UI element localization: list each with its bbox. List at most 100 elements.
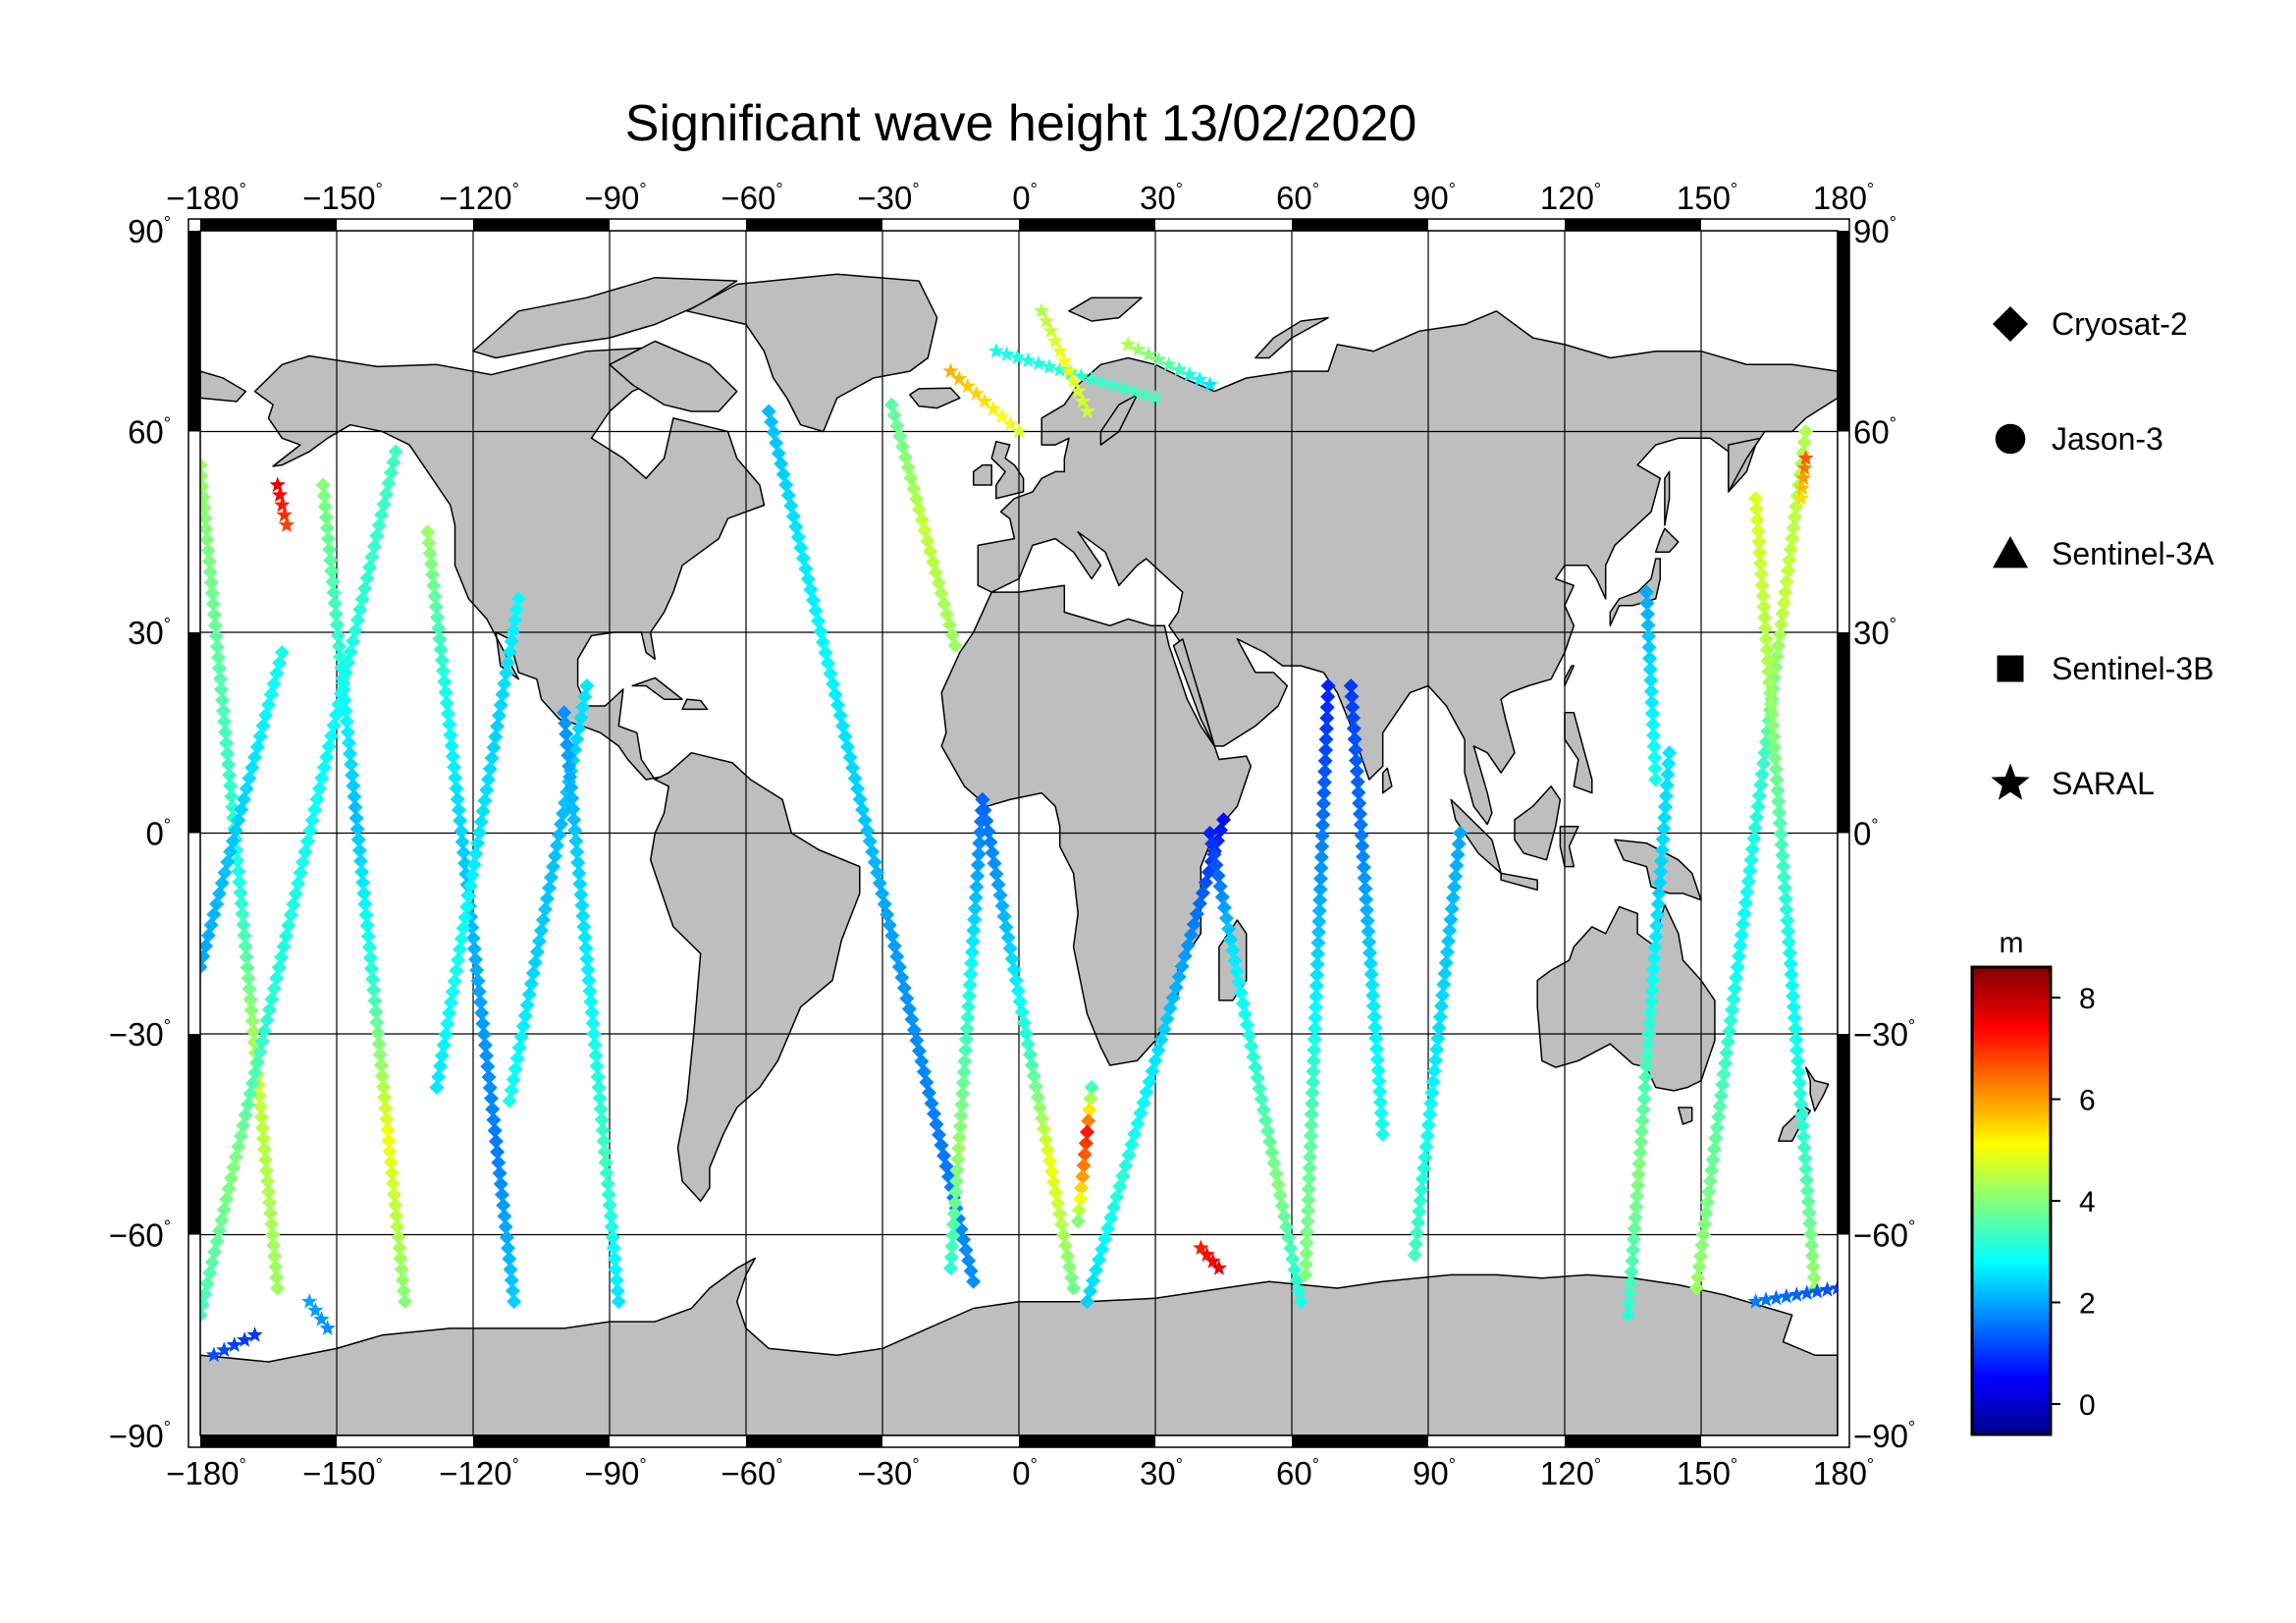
track-point [224,788,240,804]
track-point [278,928,294,944]
track-point [1082,1102,1097,1117]
track-point [498,1218,513,1234]
track-point [1642,662,1658,677]
track-point [442,717,457,732]
track-point [200,478,210,494]
track-point [1274,1198,1290,1214]
track-point [325,574,341,590]
land-sakhalin [1664,470,1671,526]
track-point [253,1109,269,1125]
track-point [1058,1238,1074,1254]
track-point [1642,1004,1658,1020]
track-point [903,470,919,486]
track-point [1281,1230,1297,1246]
frame-segment-bottom [746,1435,882,1447]
track-point [488,1133,504,1149]
track-point [1414,1182,1429,1198]
land-arabia-fix [1172,638,1215,747]
track-point [523,976,539,992]
track-point [201,554,217,569]
track-point [889,948,905,964]
track-point [1761,664,1777,679]
track-point [602,1198,617,1214]
track-point [269,970,285,986]
track-point [1808,1282,1826,1299]
track-point [1778,1287,1795,1304]
track-point [1192,895,1207,911]
lat-tick-label-right: 0° [1853,816,1879,852]
track-point [267,1248,283,1264]
track-point [919,1074,934,1090]
track-point [439,695,454,711]
track-point [1644,694,1660,710]
track-point [240,1097,256,1112]
track-point [962,977,978,993]
track-point [200,1275,215,1291]
track-point [200,500,212,515]
track-point [1189,906,1204,922]
track-point [324,564,340,579]
track-point [1121,1147,1137,1163]
track-point [493,697,508,713]
track-point [200,532,215,548]
track-point [1629,1199,1644,1215]
track-point [1801,1205,1817,1220]
track-point [214,875,230,891]
track-point [1450,847,1466,863]
track-point [444,738,459,754]
track-point [891,959,907,975]
track-point [319,1320,336,1335]
track-point [865,843,881,859]
land-south-america [649,751,861,1203]
track-point [778,477,794,493]
track-point [961,1253,977,1269]
track-point [1051,343,1068,358]
track-point [1766,729,1782,744]
frame-segment-top [746,219,882,231]
track-point [1786,989,1801,1004]
track-point [385,1175,400,1191]
track-point [347,622,363,638]
track-point [805,592,821,608]
track-point [587,1037,603,1053]
track-point [362,950,378,966]
track-point [1020,352,1037,368]
track-point [1266,1156,1282,1171]
track-point [1320,688,1336,704]
track-point [271,959,287,975]
track-point [1768,761,1784,777]
track-point [1038,312,1054,328]
track-point [1783,955,1798,971]
track-point [464,867,480,883]
track-point [963,1264,979,1279]
track-point [1722,1023,1737,1039]
track-point [563,780,579,795]
track-point [211,660,227,676]
track-point [1643,683,1659,699]
track-point [1829,1279,1838,1295]
track-point [780,487,796,503]
track-point [946,1206,962,1221]
lon-tick-label-bottom: 90° [1413,1455,1456,1491]
track-point [319,749,335,765]
track-point [1315,806,1331,822]
track-point [1198,875,1213,891]
track-point [1177,948,1193,964]
track-point [944,627,960,643]
track-point [421,535,437,551]
track-point [429,1080,445,1096]
track-point [254,1033,270,1049]
lon-tick-label-top: −180° [166,180,246,216]
track-point [934,1137,949,1153]
track-point [1306,1053,1321,1068]
track-point [504,633,519,649]
track-point [311,781,327,796]
track-point [979,813,994,829]
track-point [1375,1126,1391,1142]
lon-tick-label-bottom: −180° [166,1455,246,1491]
track-point [1041,1153,1057,1168]
track-point [481,772,497,787]
track-point [1171,969,1187,985]
track-point [343,746,358,762]
track-point [1004,951,1020,967]
